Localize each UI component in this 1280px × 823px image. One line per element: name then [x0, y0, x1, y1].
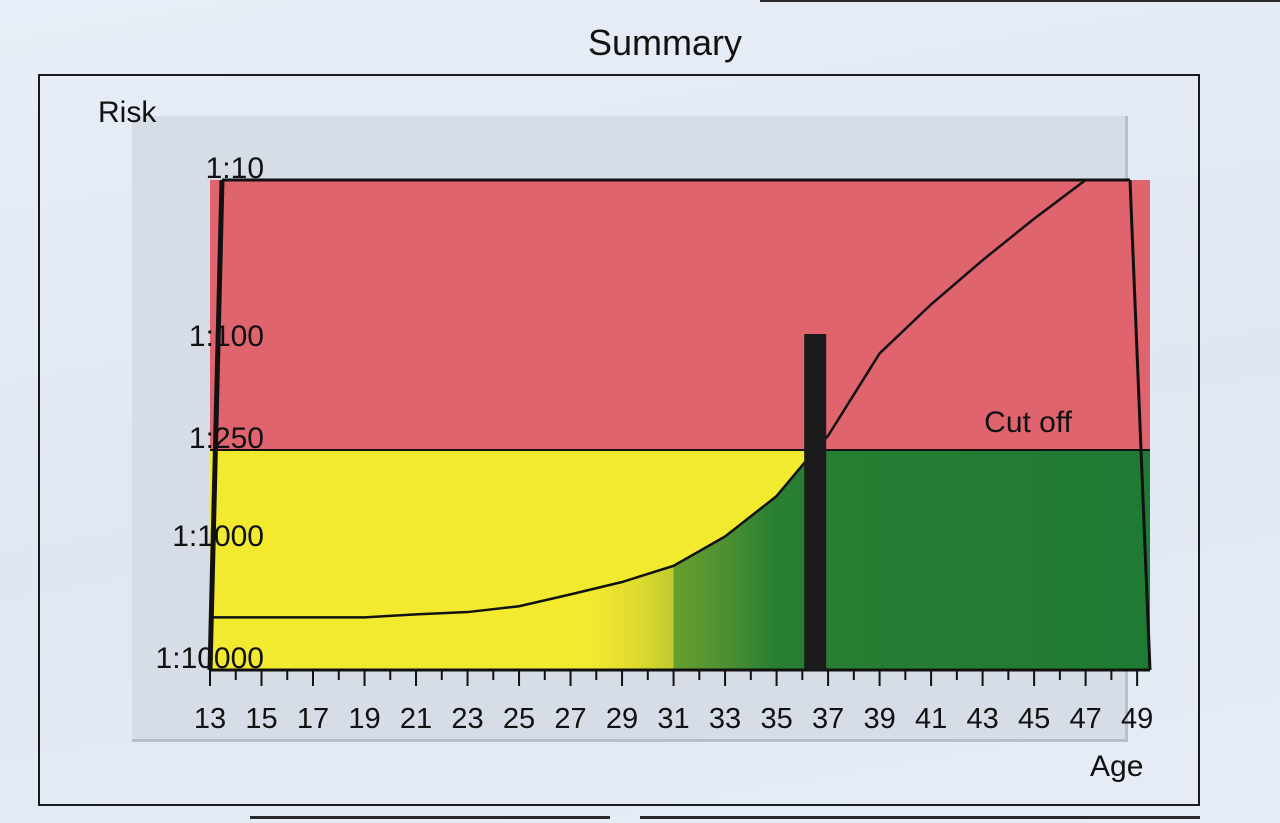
x-tick-label: 47: [1069, 703, 1101, 735]
page-title: Summary: [587, 22, 743, 63]
y-tick-label: 1:1000: [172, 520, 264, 553]
x-tick-label: 19: [348, 703, 380, 735]
risk-curve: [210, 179, 1087, 619]
x-tick-label: 41: [915, 703, 947, 735]
y-tick-label: 1:10: [206, 152, 264, 185]
x-tick-label: 27: [554, 703, 586, 735]
x-tick-label: 49: [1121, 703, 1153, 735]
x-tick-label: 15: [245, 703, 277, 735]
x-tick-label: 39: [863, 703, 895, 735]
age-marker-bar: [804, 334, 827, 670]
x-tick-label: 31: [657, 703, 689, 735]
x-tick-label: 43: [966, 703, 998, 735]
y-tick-label: 1:10000: [156, 642, 264, 675]
x-tick-label: 35: [760, 703, 792, 735]
plot-right-border: [1128, 179, 1152, 671]
x-tick-label: 25: [503, 703, 535, 735]
y-tick-label: 1:250: [189, 422, 264, 455]
x-tick-label: 21: [400, 703, 432, 735]
y-axis-label: Risk: [98, 96, 157, 129]
bottom-divider-right: [640, 816, 1200, 819]
y-tick-label: 1:100: [189, 320, 264, 353]
x-tick-label: 23: [451, 703, 483, 735]
y-axis-line: [207, 179, 225, 671]
x-axis-label: Age: [1090, 750, 1144, 783]
cutoff-label: Cut off: [984, 406, 1072, 439]
high-risk-zone: [210, 180, 1150, 450]
x-tick-label: 37: [812, 703, 844, 735]
below-cutoff-zone-solid: [673, 450, 1150, 670]
x-tick-label: 13: [194, 703, 226, 735]
chart-frame: [38, 74, 1200, 806]
top-divider: [760, 0, 1280, 2]
bottom-divider-left: [250, 816, 610, 819]
x-tick-label: 45: [1018, 703, 1050, 735]
x-tick-label: 33: [709, 703, 741, 735]
x-tick-label: 17: [297, 703, 329, 735]
x-tick-label: 29: [606, 703, 638, 735]
